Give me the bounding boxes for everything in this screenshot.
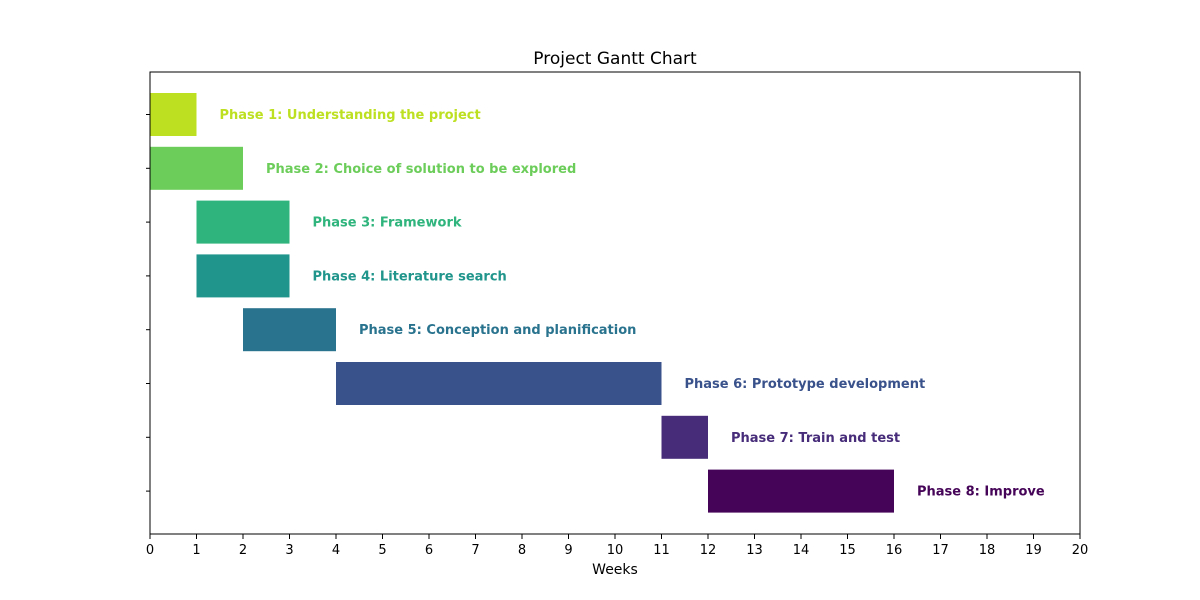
bar-label-phase-1: Phase 1: Understanding the project xyxy=(220,108,481,123)
x-tick-label: 13 xyxy=(746,543,763,558)
gantt-bar-phase-4 xyxy=(196,254,290,298)
x-tick-label: 3 xyxy=(285,543,293,558)
x-tick-label: 20 xyxy=(1072,543,1089,558)
bar-label-phase-5: Phase 5: Conception and planification xyxy=(359,323,636,338)
x-tick-label: 6 xyxy=(425,543,433,558)
gantt-bar-phase-5 xyxy=(243,308,336,352)
x-tick-label: 16 xyxy=(886,543,903,558)
x-tick-label: 12 xyxy=(700,543,717,558)
gantt-bar-phase-8 xyxy=(708,469,894,513)
y-axis-ticks xyxy=(146,114,150,492)
bar-label-phase-4: Phase 4: Literature search xyxy=(313,269,507,284)
x-tick-label: 2 xyxy=(239,543,247,558)
chart-title: Project Gantt Chart xyxy=(533,49,697,69)
gantt-bar-phase-6 xyxy=(336,362,662,405)
x-tick-label: 8 xyxy=(518,543,526,558)
gantt-bar-phase-3 xyxy=(196,200,290,244)
x-tick-label: 18 xyxy=(979,543,996,558)
bars-layer xyxy=(150,93,894,513)
x-axis-ticks: 0 1 2 3 4 5 6 7 8 9 10 11 12 13 14 15 16 17 18 19 20 xyxy=(146,534,1088,558)
plot-frame xyxy=(149,71,1081,535)
x-tick-label: 1 xyxy=(192,543,200,558)
x-tick-label: 17 xyxy=(932,543,949,558)
gantt-bar-phase-2 xyxy=(150,146,243,190)
bar-label-phase-7: Phase 7: Train and test xyxy=(731,431,900,446)
x-tick-label: 10 xyxy=(607,543,624,558)
x-tick-label: 0 xyxy=(146,543,154,558)
x-tick-label: 5 xyxy=(378,543,386,558)
gantt-bar-phase-7 xyxy=(661,415,708,459)
x-tick-label: 19 xyxy=(1025,543,1042,558)
bar-labels-layer: Phase 1: Understanding the project Phase … xyxy=(220,108,1045,500)
bar-label-phase-6: Phase 6: Prototype development xyxy=(685,377,926,392)
x-tick-label: 4 xyxy=(332,543,340,558)
x-tick-label: 15 xyxy=(839,543,856,558)
x-tick-label: 7 xyxy=(471,543,479,558)
x-tick-label: 11 xyxy=(653,543,670,558)
bar-label-phase-2: Phase 2: Choice of solution to be explor… xyxy=(266,162,576,177)
bar-label-phase-3: Phase 3: Framework xyxy=(313,216,462,231)
x-tick-label: 14 xyxy=(793,543,810,558)
bar-label-phase-8: Phase 8: Improve xyxy=(917,485,1045,500)
gantt-bar-phase-1 xyxy=(150,93,197,136)
x-tick-label: 9 xyxy=(564,543,572,558)
x-axis-label: Weeks xyxy=(592,562,638,578)
